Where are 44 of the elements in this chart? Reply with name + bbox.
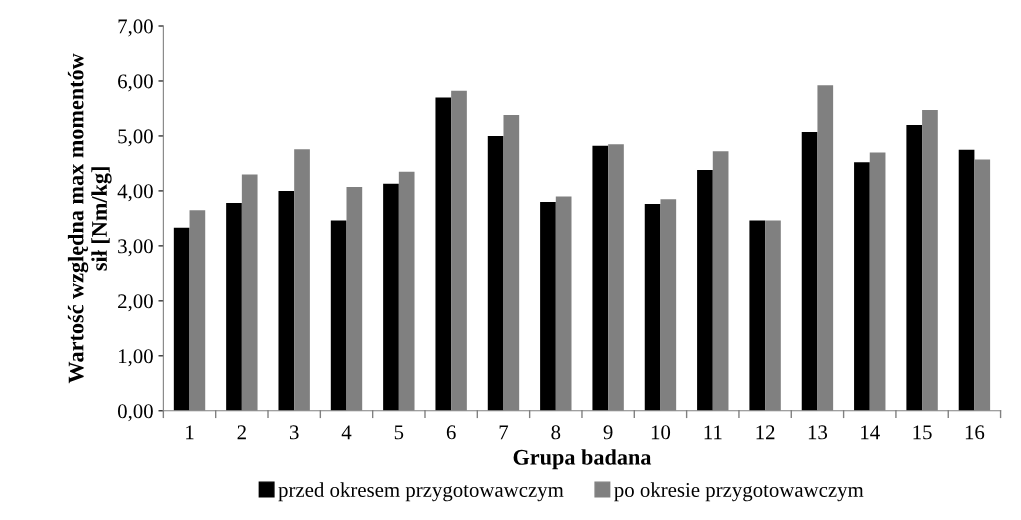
x-tick-label: 3	[289, 425, 299, 440]
bar	[173, 227, 190, 411]
y-tick-label: 0,00	[117, 404, 153, 422]
y-axis-title: Wartość względna max momentów sił [Nm/kg]	[67, 53, 112, 384]
bar	[330, 220, 347, 411]
y-tick-label: 7,00	[118, 19, 153, 37]
bar	[540, 201, 556, 411]
x-tick-label: 12	[756, 425, 775, 440]
y-tick-label: 5,00	[118, 129, 153, 147]
x-tick-label: 14	[861, 425, 880, 440]
x-tick-label: 7	[499, 425, 509, 440]
x-tick-label: 11	[704, 425, 722, 440]
bar	[906, 124, 923, 411]
y-tick-label: 1,00	[119, 349, 153, 367]
bar	[592, 145, 609, 411]
x-tick-label: 8	[551, 425, 561, 440]
bar	[749, 220, 766, 411]
x-tick-label: 10	[651, 425, 671, 440]
bar	[697, 170, 713, 411]
y-tick-label: 4,00	[117, 184, 153, 202]
bar	[801, 132, 818, 411]
legend-label: przed okresem przygotowawczym	[278, 482, 564, 502]
x-tick-label: 16	[965, 425, 985, 440]
bar	[644, 204, 661, 411]
bar	[226, 203, 242, 411]
x-axis-title: Grupa badana	[513, 449, 652, 470]
x-tick-label: 2	[237, 425, 246, 440]
x-tick-label: 5	[394, 425, 404, 440]
y-tick-label: 2,00	[118, 294, 153, 312]
x-tick-label: 6	[446, 425, 456, 440]
bar	[435, 97, 452, 411]
x-tick-label: 15	[913, 425, 932, 440]
bar	[487, 135, 504, 411]
bar	[383, 183, 399, 411]
bar	[958, 149, 975, 411]
x-tick-label: 1	[186, 425, 194, 440]
bar	[278, 190, 295, 411]
x-tick-label: 13	[808, 425, 828, 440]
bar	[854, 162, 870, 411]
legend-label: po okresie przygotowawczym	[614, 482, 864, 502]
x-tick-label: 4	[341, 425, 352, 440]
y-tick-label: 6,00	[118, 74, 153, 92]
y-tick-label: 3,00	[118, 239, 153, 257]
x-tick-label: 9	[603, 425, 613, 440]
